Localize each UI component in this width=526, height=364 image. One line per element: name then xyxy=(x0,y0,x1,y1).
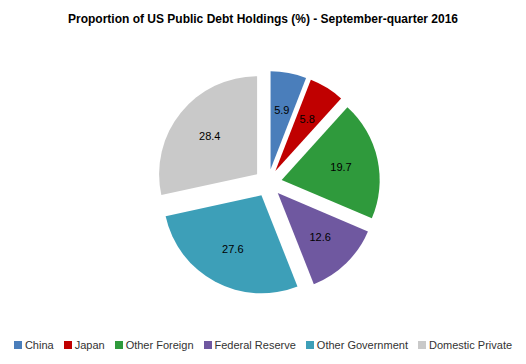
svg-text:28.4: 28.4 xyxy=(199,130,220,142)
svg-text:19.7: 19.7 xyxy=(330,161,351,173)
html-text:Japan: Japan xyxy=(74,339,105,351)
html-text:Domestic Private: Domestic Private xyxy=(428,339,513,351)
html-text:China: China xyxy=(24,339,54,351)
svg-text:5.9: 5.9 xyxy=(274,104,289,116)
svg-text:5.8: 5.8 xyxy=(300,113,315,125)
html-text:Proportion of US Public Debt H: Proportion of US Public Debt Holdings (%… xyxy=(68,12,458,26)
html-text:Other Foreign: Other Foreign xyxy=(125,339,194,351)
svg-text:27.6: 27.6 xyxy=(222,243,243,255)
html-text:Federal Reserve: Federal Reserve xyxy=(214,339,296,351)
svg-text:12.6: 12.6 xyxy=(309,231,330,243)
html-text:Other Government: Other Government xyxy=(316,339,408,351)
